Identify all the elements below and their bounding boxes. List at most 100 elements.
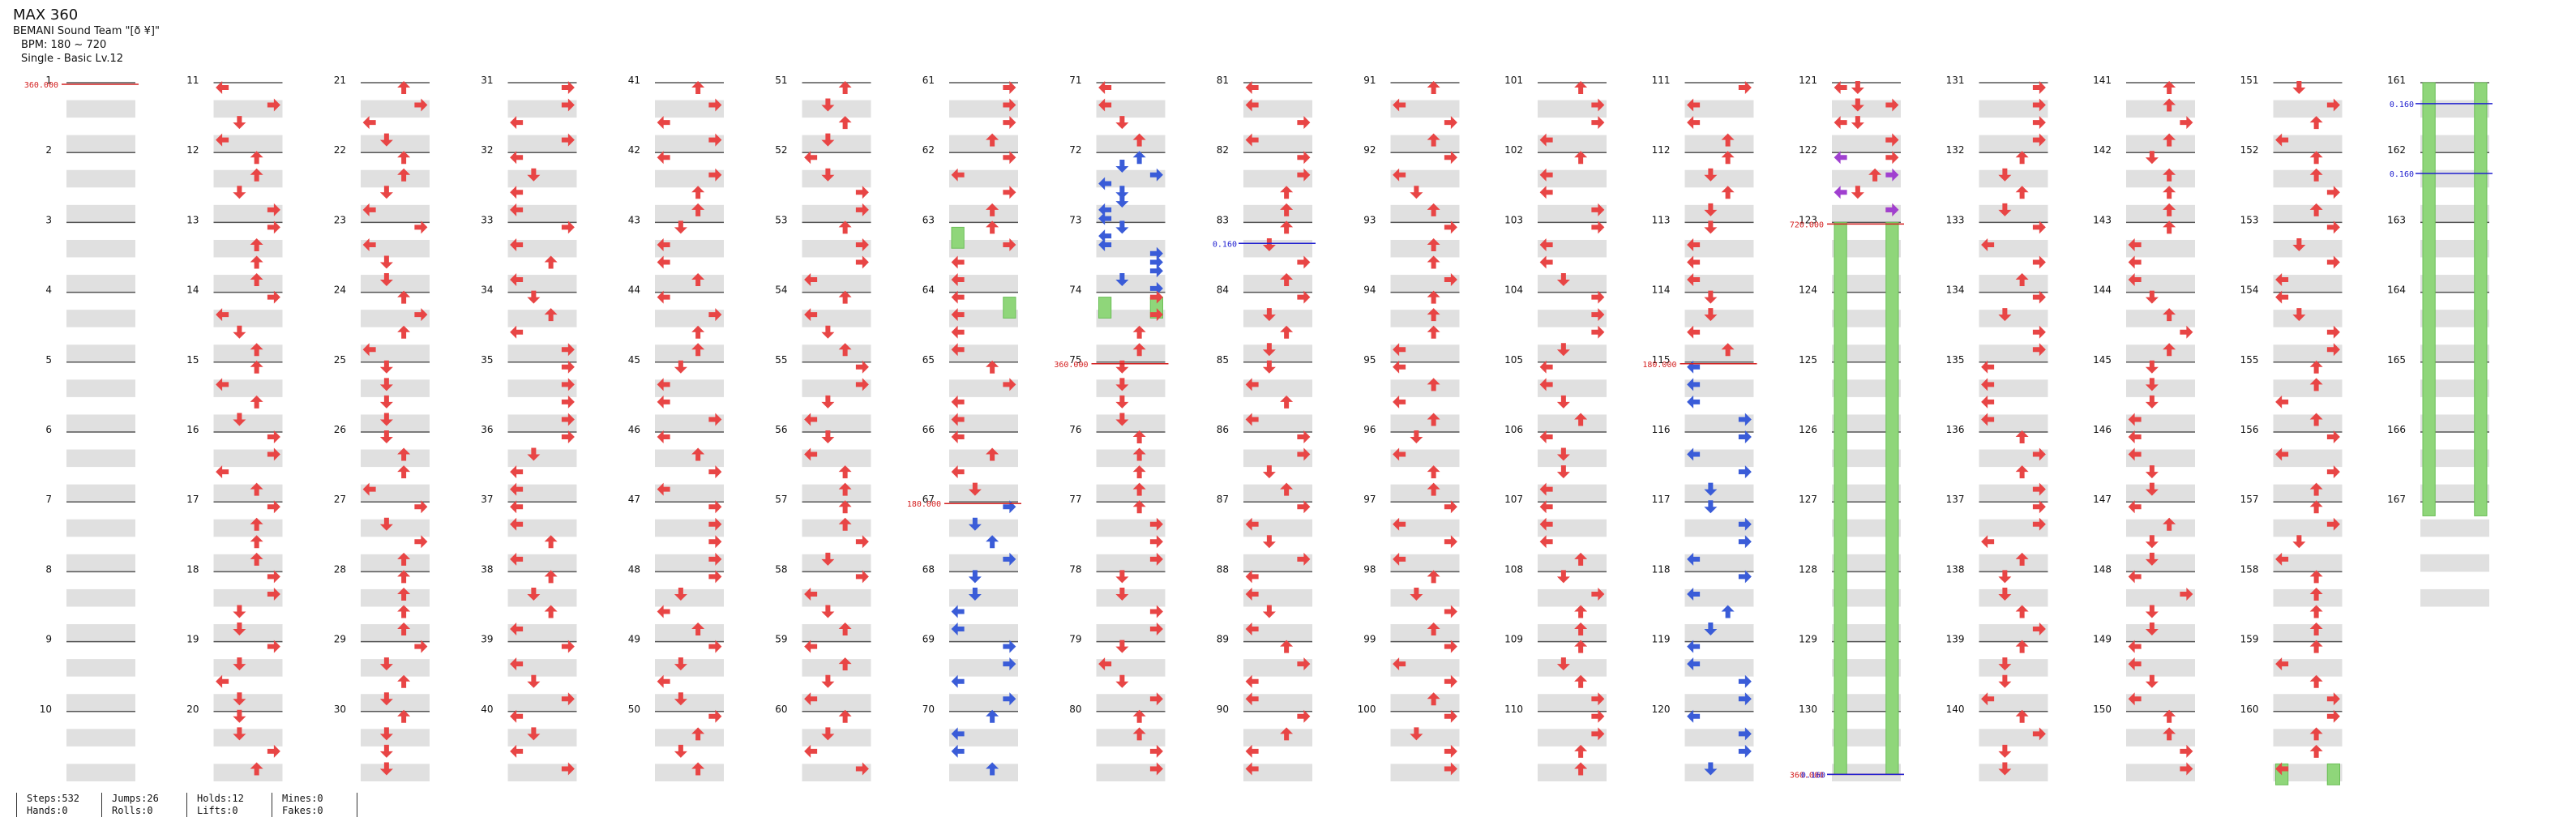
step-arrow	[233, 116, 246, 130]
step-arrow	[691, 325, 705, 339]
measure-37: 37	[481, 494, 577, 572]
measure-23: 23	[334, 214, 430, 293]
measure-53: 53	[775, 214, 871, 293]
measure-159: 159	[2240, 634, 2343, 712]
measure-127: 127	[1799, 494, 1901, 572]
measure-63: 63	[922, 214, 1018, 293]
measure-number: 140	[1946, 704, 1965, 715]
measure-number: 110	[1504, 704, 1523, 715]
measure-87: 87	[1217, 494, 1312, 572]
measure-number: 64	[922, 285, 935, 296]
measure-number: 97	[1363, 494, 1376, 505]
step-arrow	[1149, 744, 1163, 758]
step-arrow	[1427, 465, 1440, 479]
step-arrow	[250, 255, 263, 269]
measure-106: 106	[1504, 424, 1607, 503]
measure-number: 166	[2387, 424, 2406, 435]
measure-125: 125	[1799, 354, 1901, 432]
step-arrow	[1262, 465, 1276, 479]
measure-number: 66	[922, 424, 935, 435]
measure-59: 59	[775, 634, 871, 712]
step-arrow	[2275, 395, 2289, 409]
measure-95: 95	[1363, 354, 1460, 432]
measure-number: 95	[1363, 354, 1376, 366]
measure-1: 1	[45, 75, 135, 153]
measure-number: 5	[45, 354, 52, 366]
measure-number: 109	[1504, 634, 1523, 645]
measure-number: 73	[1069, 214, 1081, 225]
step-arrow	[1115, 116, 1129, 130]
measure-number: 90	[1217, 704, 1229, 715]
hold-body	[2422, 82, 2436, 516]
measure-number: 20	[186, 704, 199, 715]
measure-number: 62	[922, 144, 935, 156]
measure-73: 73	[1069, 214, 1166, 293]
measure-number: 43	[628, 214, 640, 225]
hold-body	[1885, 221, 1899, 775]
measure-144: 144	[2093, 285, 2195, 362]
measure-79: 79	[1069, 634, 1166, 712]
measure-number: 28	[334, 563, 346, 575]
step-arrow	[821, 395, 835, 409]
measure-number: 58	[775, 563, 787, 575]
measure-number: 18	[186, 563, 199, 575]
hold-body	[2474, 82, 2488, 516]
measure-113: 113	[1652, 214, 1754, 293]
stop-marker: 0.160	[1801, 771, 1904, 780]
step-arrow	[1444, 116, 1457, 130]
measure-128: 128	[1799, 563, 1901, 642]
measure-138: 138	[1946, 563, 2048, 642]
step-arrow	[510, 465, 524, 479]
measure-number: 22	[334, 144, 346, 156]
step-arrow	[838, 465, 852, 479]
measure-number: 141	[2093, 75, 2112, 86]
measure-number: 107	[1504, 494, 1523, 505]
step-arrow	[544, 605, 558, 618]
step-arrow	[2326, 465, 2340, 479]
measure-137: 137	[1946, 494, 2048, 572]
step-arrow	[1591, 325, 1605, 339]
measure-149: 149	[2093, 634, 2195, 712]
measure-number: 139	[1946, 634, 1965, 645]
measure-number: 167	[2387, 494, 2406, 505]
step-arrow	[1834, 186, 1847, 199]
step-arrow	[1280, 395, 1294, 409]
hold-body	[2326, 763, 2340, 785]
step-arrow	[1149, 605, 1163, 618]
step-arrow	[1539, 535, 1553, 549]
step-arrow	[951, 605, 965, 618]
difficulty-label: Single - Basic Lv.12	[21, 53, 124, 65]
bpm-label: 720.000	[1790, 220, 1824, 229]
measure-41: 41	[628, 75, 724, 153]
stat-group: Steps:532 Hands:0	[16, 793, 101, 817]
measure-number: 16	[186, 424, 199, 435]
measure-29: 29	[334, 634, 430, 712]
measure-31: 31	[481, 75, 577, 153]
measure-158: 158	[2240, 563, 2343, 642]
measure-number: 48	[628, 563, 640, 575]
measure-number: 78	[1069, 563, 1081, 575]
measure-number: 144	[2093, 285, 2112, 296]
measure-number: 53	[775, 214, 787, 225]
step-arrow	[510, 744, 524, 758]
step-arrow	[1245, 744, 1259, 758]
measure-number: 61	[922, 75, 935, 86]
bpm-range: BPM: 180 ~ 720	[21, 39, 107, 51]
measure-number: 11	[186, 75, 199, 86]
measure-66: 66	[922, 424, 1018, 503]
measure-number: 127	[1799, 494, 1817, 505]
measure-number: 117	[1652, 494, 1671, 505]
step-arrow	[855, 186, 869, 199]
stop-label: 0.160	[2390, 170, 2414, 179]
stop-label: 0.160	[2390, 101, 2414, 109]
step-arrow	[691, 186, 705, 199]
measure-90: 90	[1217, 704, 1312, 781]
step-arrow	[1687, 395, 1701, 409]
measure-number: 105	[1504, 354, 1523, 366]
step-arrow	[1444, 744, 1457, 758]
measure-32: 32	[481, 144, 577, 223]
step-arrow	[2180, 116, 2193, 130]
step-arrow	[2309, 116, 2323, 130]
measure-89: 89	[1217, 634, 1312, 712]
measure-number: 85	[1217, 354, 1229, 366]
